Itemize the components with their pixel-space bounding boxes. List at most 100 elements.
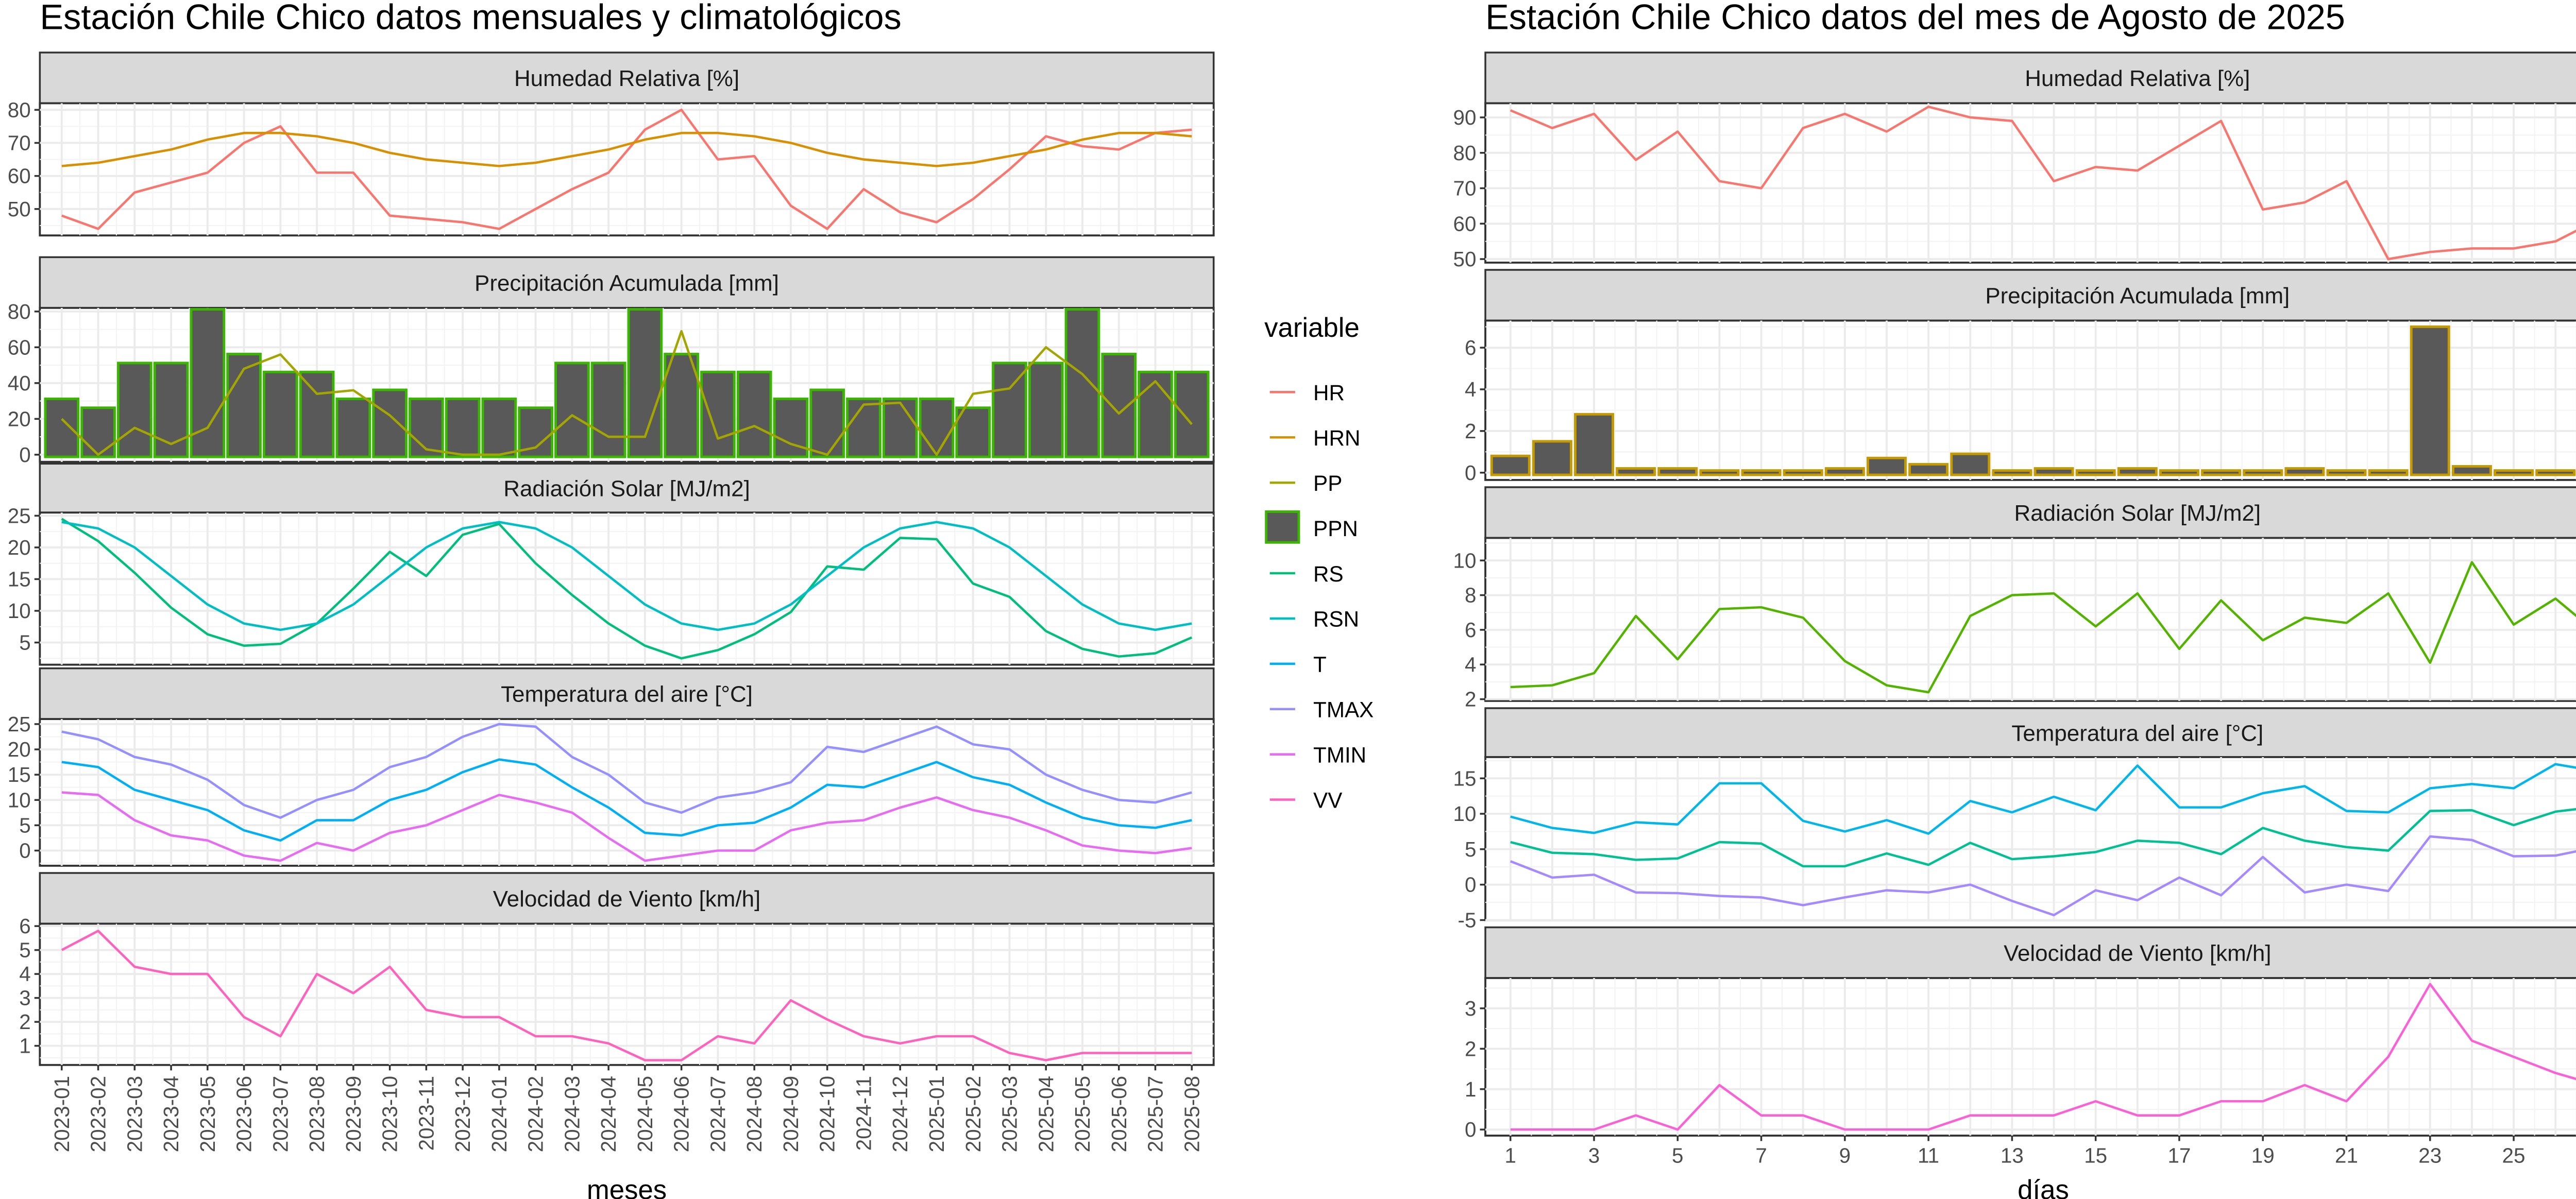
bar-ppn — [809, 388, 845, 458]
facet-strip-label: Temperatura del aire [°C] — [2011, 721, 2263, 746]
facet-strip-label: Radiación Solar [MJ/m2] — [2014, 501, 2261, 526]
x-tick-label: 19 — [2251, 1144, 2275, 1168]
x-tick-label: 2023-09 — [342, 1076, 365, 1152]
bar-ppn — [299, 370, 335, 458]
x-tick-label: 2024-11 — [852, 1076, 875, 1151]
series-line-tmin — [61, 791, 1192, 862]
legend-label: PPN — [1313, 517, 1358, 541]
y-tick-label: 8 — [1465, 584, 1476, 607]
bar-pp — [1867, 456, 1907, 476]
bar-pp — [1574, 413, 1615, 476]
legend-item-rsn: RSN — [1269, 607, 1359, 631]
x-tick-label: 2023-07 — [268, 1076, 292, 1152]
legend-item-rs: RS — [1269, 562, 1344, 586]
y-tick-label: 0 — [1465, 461, 1476, 485]
facet-strip-label: Velocidad de Viento [km/h] — [493, 886, 760, 912]
bar-ppn — [736, 370, 772, 458]
facet-panel — [1484, 977, 2576, 1137]
x-tick-label: 2023-10 — [378, 1076, 402, 1152]
y-tick-label: 60 — [8, 164, 31, 188]
legend-item-hrn: HRN — [1269, 426, 1360, 450]
bar-ppn — [992, 362, 1027, 458]
x-tick-label: 2024-05 — [633, 1076, 657, 1152]
bar-pp — [1908, 463, 1949, 476]
x-tick-label: 2023-12 — [451, 1076, 474, 1152]
bar-pp — [1824, 467, 1865, 476]
bar-ppn — [190, 308, 226, 458]
facet-panel — [1484, 102, 2576, 264]
x-tick-label: 7 — [1755, 1144, 1767, 1168]
x-tick-label: 1 — [1505, 1144, 1516, 1168]
x-tick-label: 2023-04 — [159, 1076, 183, 1152]
bar-pp — [1657, 467, 1698, 476]
facet-1: Precipitación Acumulada [mm] 0 2 4 6 — [1465, 269, 2576, 485]
legend-label: VV — [1313, 788, 1342, 812]
y-tick-label: 20 — [8, 407, 31, 431]
daily-x-axis-title: días — [2018, 1175, 2069, 1199]
bar-ppn — [1028, 362, 1064, 458]
bar-ppn — [153, 362, 189, 458]
y-tick-label: 15 — [1453, 766, 1477, 790]
facet-panel — [1484, 537, 2576, 702]
legend-item-tmax: TMAX — [1269, 698, 1374, 722]
facet-strip-label: Precipitación Acumulada [mm] — [474, 270, 779, 296]
y-tick-label: 5 — [19, 631, 30, 655]
series-line-tmin — [1510, 835, 2576, 917]
bar-ppn — [1138, 370, 1173, 458]
x-tick-label: 2024-09 — [779, 1076, 803, 1152]
y-tick-label: 5 — [19, 813, 30, 837]
facet-strip-label: Precipitación Acumulada [mm] — [1985, 283, 2290, 309]
bar-ppn — [1101, 352, 1137, 458]
x-tick-label: 2023-05 — [196, 1076, 219, 1152]
y-tick-label: 0 — [1465, 873, 1476, 897]
bar-pp — [2284, 467, 2325, 476]
bar-pp — [1616, 467, 1656, 476]
x-tick-label: 5 — [1672, 1144, 1683, 1168]
x-tick-label: 2025-07 — [1144, 1076, 1167, 1152]
y-tick-label: 60 — [1453, 212, 1477, 235]
y-tick-label: 20 — [8, 536, 31, 559]
bar-ppn — [554, 362, 590, 458]
x-tick-label: 2024-01 — [487, 1076, 511, 1152]
x-tick-label: 2024-08 — [742, 1076, 766, 1152]
y-tick-label: 6 — [1465, 618, 1476, 642]
y-tick-label: 6 — [1465, 336, 1476, 359]
x-tick-label: 2024-06 — [670, 1076, 693, 1152]
legend-item-t: T — [1269, 653, 1327, 677]
y-tick-label: 5 — [1465, 837, 1476, 861]
x-axis: 135791113151719212325272931 — [1505, 1135, 2526, 1168]
bar-ppn — [627, 308, 663, 458]
x-tick-label: 21 — [2335, 1144, 2358, 1168]
facet-2: Radiación Solar [MJ/m2] 2 4 6 8 10 — [1453, 486, 2576, 711]
series-line-rs — [1510, 561, 2576, 694]
x-tick-label: 2024-12 — [888, 1076, 912, 1152]
bar-pp — [1783, 469, 1823, 476]
bar-ppn — [664, 352, 699, 458]
bar-ppn — [700, 370, 736, 458]
y-tick-label: 5 — [19, 938, 30, 962]
monthly-title: Estación Chile Chico datos mensuales y c… — [40, 0, 901, 37]
bar-pp — [1741, 469, 1782, 476]
y-tick-label: 2 — [1465, 419, 1476, 443]
facet-strip — [39, 256, 1215, 309]
x-tick-label: 11 — [1918, 1144, 1939, 1168]
series-line-t — [1510, 808, 2576, 868]
bar-ppn — [44, 397, 80, 458]
legend-label: RS — [1313, 562, 1344, 586]
x-tick-label: 2025-04 — [1034, 1076, 1058, 1152]
x-tick-label: 2023-02 — [87, 1076, 110, 1152]
x-tick-label: 2024-10 — [816, 1076, 839, 1152]
facet-strip-label: Humedad Relativa [%] — [2025, 66, 2250, 91]
y-tick-label: 80 — [8, 300, 31, 323]
bar-ppn — [117, 362, 152, 458]
bar-ppn — [481, 397, 517, 458]
y-tick-label: 80 — [8, 98, 31, 122]
x-tick-label: 2025-01 — [925, 1076, 948, 1152]
x-tick-label: 2025-06 — [1107, 1076, 1131, 1152]
x-tick-label: 25 — [2502, 1144, 2526, 1168]
series-line-rsn — [61, 521, 1192, 631]
y-tick-label: 1 — [19, 1034, 30, 1058]
y-tick-label: 10 — [1453, 802, 1477, 826]
bar-pp — [1532, 440, 1572, 476]
x-tick-label: 2025-03 — [998, 1076, 1022, 1152]
